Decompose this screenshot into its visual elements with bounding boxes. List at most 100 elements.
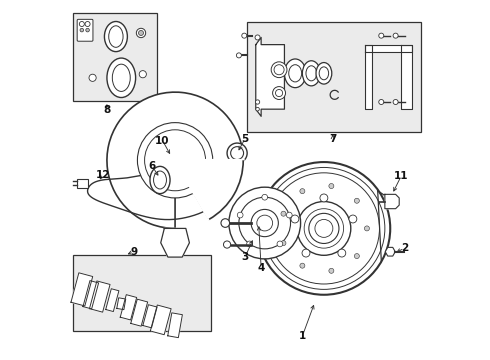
Circle shape: [281, 240, 286, 246]
Circle shape: [145, 130, 205, 191]
Circle shape: [256, 107, 259, 111]
Bar: [73, 255, 211, 330]
Circle shape: [137, 123, 213, 198]
Ellipse shape: [319, 67, 329, 80]
Circle shape: [379, 33, 384, 38]
Polygon shape: [131, 299, 147, 326]
Polygon shape: [90, 281, 110, 312]
Circle shape: [80, 28, 84, 32]
Circle shape: [354, 253, 359, 258]
Polygon shape: [365, 45, 412, 52]
Ellipse shape: [316, 63, 332, 84]
Text: 8: 8: [103, 105, 111, 115]
Polygon shape: [256, 37, 285, 116]
Circle shape: [320, 194, 328, 202]
Circle shape: [242, 33, 247, 38]
Circle shape: [272, 87, 286, 99]
Circle shape: [277, 241, 283, 247]
Circle shape: [79, 22, 84, 27]
Polygon shape: [117, 298, 126, 310]
Polygon shape: [106, 289, 119, 311]
Circle shape: [354, 198, 359, 203]
Circle shape: [85, 22, 90, 27]
Circle shape: [329, 268, 334, 273]
Circle shape: [263, 167, 385, 289]
Circle shape: [329, 184, 334, 189]
Polygon shape: [385, 194, 399, 209]
Circle shape: [365, 226, 369, 231]
Ellipse shape: [104, 22, 127, 51]
Circle shape: [139, 71, 147, 78]
Circle shape: [287, 212, 292, 218]
Circle shape: [271, 62, 287, 78]
Circle shape: [315, 220, 333, 237]
Circle shape: [297, 202, 351, 255]
Circle shape: [257, 215, 272, 231]
Text: 11: 11: [394, 171, 408, 181]
Circle shape: [229, 187, 300, 259]
Text: 6: 6: [148, 161, 155, 171]
Ellipse shape: [289, 65, 302, 82]
Circle shape: [262, 194, 268, 200]
Text: 4: 4: [257, 263, 265, 273]
Polygon shape: [385, 247, 395, 256]
Ellipse shape: [306, 66, 317, 81]
Circle shape: [281, 211, 286, 216]
Circle shape: [227, 143, 247, 163]
Text: 2: 2: [401, 243, 408, 253]
Circle shape: [251, 210, 278, 237]
Circle shape: [379, 99, 384, 104]
Circle shape: [309, 213, 339, 243]
Bar: [77, 179, 88, 188]
Circle shape: [393, 33, 398, 38]
Polygon shape: [161, 228, 190, 257]
Ellipse shape: [107, 58, 136, 98]
Ellipse shape: [302, 61, 320, 86]
Text: 3: 3: [242, 252, 248, 262]
Polygon shape: [71, 273, 93, 306]
Circle shape: [255, 35, 260, 40]
Text: 1: 1: [299, 331, 306, 341]
Text: 7: 7: [329, 134, 337, 144]
Polygon shape: [83, 280, 98, 309]
Circle shape: [255, 100, 260, 104]
Circle shape: [258, 162, 390, 295]
Circle shape: [86, 28, 89, 32]
Text: 5: 5: [242, 134, 248, 144]
Circle shape: [89, 74, 96, 81]
Bar: [73, 13, 157, 101]
Circle shape: [237, 212, 243, 218]
Circle shape: [304, 209, 343, 248]
Circle shape: [236, 53, 242, 58]
Circle shape: [223, 241, 231, 248]
Circle shape: [269, 173, 379, 284]
Text: 12: 12: [96, 170, 111, 180]
Ellipse shape: [150, 166, 170, 194]
Polygon shape: [150, 305, 171, 335]
Polygon shape: [168, 313, 182, 338]
Ellipse shape: [112, 64, 130, 91]
Polygon shape: [143, 305, 157, 328]
Ellipse shape: [109, 26, 123, 47]
Circle shape: [338, 249, 346, 257]
Circle shape: [221, 219, 230, 227]
Circle shape: [302, 249, 310, 257]
Polygon shape: [365, 45, 372, 109]
Text: 10: 10: [155, 136, 170, 145]
Polygon shape: [401, 45, 412, 109]
Circle shape: [291, 215, 299, 223]
Circle shape: [136, 28, 146, 38]
Circle shape: [139, 31, 144, 36]
Circle shape: [393, 99, 398, 104]
Wedge shape: [175, 160, 243, 219]
Text: 9: 9: [130, 247, 137, 257]
Circle shape: [300, 189, 305, 194]
Circle shape: [239, 197, 291, 249]
Circle shape: [275, 89, 283, 96]
Polygon shape: [120, 294, 137, 320]
Circle shape: [246, 241, 252, 247]
FancyBboxPatch shape: [77, 19, 93, 41]
Ellipse shape: [285, 59, 306, 87]
Ellipse shape: [153, 171, 167, 189]
Bar: [247, 22, 421, 132]
